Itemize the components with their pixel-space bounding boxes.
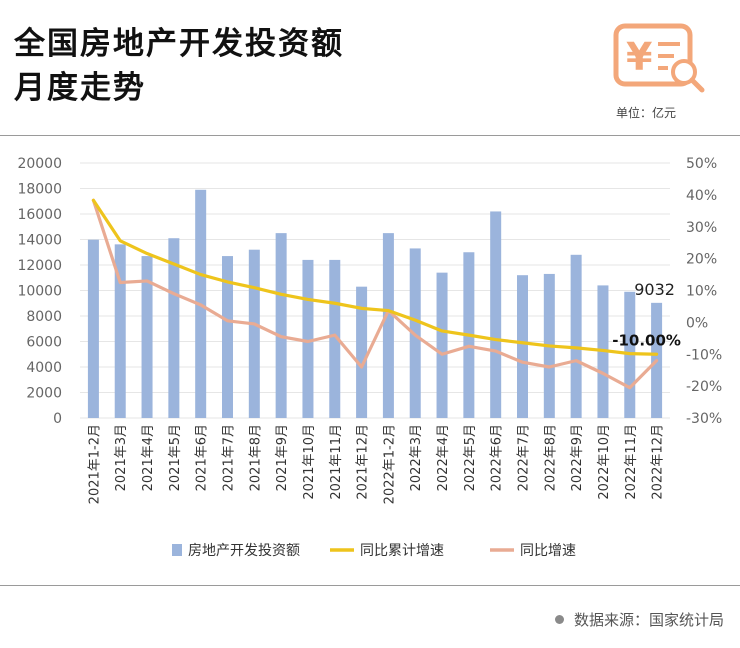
bar-series [87, 189, 663, 418]
right-axis-tick-label: 20% [686, 252, 717, 268]
right-axis-tick-label: 40% [686, 188, 717, 204]
right-axis-tick-label: 10% [686, 284, 717, 300]
x-axis-tick-label: 2022年11月 [624, 424, 639, 500]
x-axis-tick-label: 2021年4月 [141, 424, 156, 491]
x-axis-tick-label: 2021年10月 [302, 424, 317, 500]
right-axis-tick-label: -30% [686, 411, 722, 427]
bar [570, 254, 582, 418]
bar [517, 275, 528, 418]
legend-label: 房地产开发投资额 [188, 543, 300, 559]
x-axis-tick-label: 2022年1-2月 [382, 424, 397, 504]
annotations: 9032 -10.00% [612, 280, 681, 349]
x-axis-tick-label: 2022年6月 [490, 424, 505, 491]
legend-swatch [172, 544, 182, 556]
right-axis-tick-label: 50% [686, 156, 717, 172]
bar [436, 272, 448, 418]
legend-label: 同比累计增速 [360, 543, 444, 559]
bar [141, 256, 153, 418]
right-axis-tick-label: -10% [686, 347, 722, 363]
left-axis-tick-label: 20000 [17, 156, 62, 172]
x-axis-tick-label: 2021年8月 [248, 424, 263, 491]
left-axis-tick-label: 16000 [17, 207, 62, 223]
left-axis-tick-label: 0 [53, 411, 62, 427]
x-axis-tick-label: 2021年11月 [329, 424, 344, 500]
receipt-search-icon: ¥ [612, 20, 712, 104]
bar [248, 249, 260, 418]
x-axis-tick-label: 2022年8月 [543, 424, 558, 491]
x-axis-tick-label: 2022年9月 [570, 424, 585, 491]
left-axis-tick-label: 8000 [26, 309, 62, 325]
chart-title: 全国房地产开发投资额 月度走势 [14, 22, 344, 110]
x-axis-tick-label: 2022年7月 [517, 424, 532, 491]
right-axis-tick-label: -20% [686, 379, 722, 395]
x-axis-tick-label: 2021年3月 [114, 424, 129, 491]
left-axis-tick-label: 6000 [26, 335, 62, 351]
chart-area: 2000018000160001400012000100008000600040… [17, 156, 722, 559]
left-axis-tick-label: 2000 [26, 386, 62, 402]
x-axis-tick-label: 2022年10月 [597, 424, 612, 500]
bar [490, 211, 502, 418]
right-axis-ticks: 50% 40% 30% 20% 10% 0% -10% -20% -30% [686, 156, 722, 427]
bullet-icon [554, 615, 564, 624]
line-series [91, 198, 659, 390]
left-axis-tick-label: 10000 [17, 284, 62, 300]
bar [87, 239, 99, 418]
series-line-1 [91, 198, 659, 356]
x-axis-tick-label: 2022年4月 [436, 424, 451, 491]
series-line-2 [91, 198, 659, 390]
top-divider [0, 135, 740, 136]
bar [275, 233, 287, 418]
svg-text:¥: ¥ [626, 35, 652, 79]
title-line-1: 全国房地产开发投资额 [14, 26, 344, 62]
bar [222, 256, 233, 418]
x-axis-tick-label: 2021年1-2月 [87, 424, 102, 504]
x-axis-tick-label: 2022年3月 [409, 424, 424, 491]
bar [356, 286, 368, 418]
annotation-last-value: 9032 [634, 280, 675, 299]
x-axis-tick-label: 2021年6月 [195, 424, 210, 491]
legend: 房地产开发投资额 同比累计增速 同比增速 [172, 543, 576, 559]
bar [382, 233, 394, 418]
x-axis-tick-label: 2022年5月 [463, 424, 478, 491]
x-axis-ticks: 2021年1-2月 2021年3月 2021年4月 2021年5月 2021年6月 202… [87, 424, 665, 504]
source-text: 数据来源：国家统计局 [573, 611, 724, 629]
left-axis-tick-label: 12000 [17, 258, 62, 274]
bar [302, 259, 314, 418]
left-axis-ticks: 2000018000160001400012000100008000600040… [17, 156, 62, 427]
x-axis-tick-label: 2021年12月 [356, 424, 371, 500]
right-axis-tick-label: 30% [686, 220, 717, 236]
annotation-last-rate: -10.00% [612, 331, 681, 349]
title-line-2: 月度走势 [14, 70, 146, 106]
bottom-divider [0, 585, 740, 586]
left-axis-tick-label: 4000 [26, 360, 62, 376]
source-note: 数据来源：国家统计局 [554, 609, 724, 630]
legend-label: 同比增速 [520, 543, 576, 559]
x-axis-tick-label: 2022年12月 [651, 424, 666, 500]
bar [114, 244, 126, 418]
x-axis-tick-label: 2021年5月 [168, 424, 183, 491]
bar [168, 238, 180, 418]
left-axis-tick-label: 14000 [17, 233, 62, 249]
right-axis-tick-label: 0% [686, 315, 708, 331]
x-axis-tick-label: 2021年7月 [222, 424, 237, 491]
unit-label: 单位：亿元 [616, 106, 677, 120]
x-axis-tick-label: 2021年9月 [275, 424, 290, 491]
bar [329, 259, 341, 418]
left-axis-tick-label: 18000 [17, 182, 62, 198]
